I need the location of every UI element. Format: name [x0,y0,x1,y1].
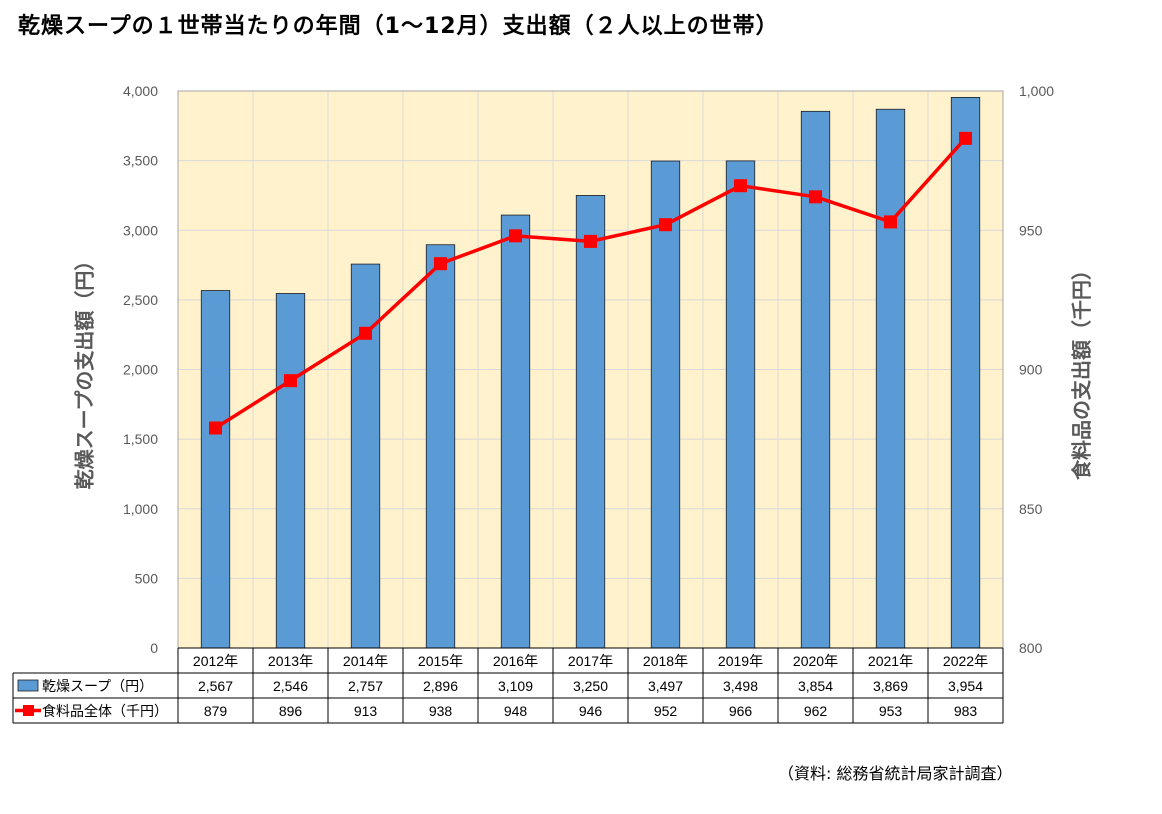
bar [725,160,756,649]
bar-series [200,97,981,649]
category-label: 2016年 [493,653,538,669]
table-value: 2,757 [348,678,383,694]
left-tick-label: 0 [150,640,158,656]
category-label: 2014年 [343,653,388,669]
data-table: 2012年 2013年 2014年 2015年 2016年 2017年 2018年 2019年… [12,647,1004,724]
line-point [884,215,897,229]
legend-key-marker [23,705,34,716]
left-tick-label: 500 [135,570,159,586]
bar [650,160,681,649]
line-point [584,234,597,248]
table-value: 952 [654,703,678,719]
left-tick-label: 1,500 [123,431,158,447]
right-tick-label: 1,000 [1019,83,1054,99]
left-tick-label: 4,000 [123,83,158,99]
category-label: 2015年 [418,653,463,669]
bar [950,97,981,649]
line-series [209,131,972,435]
right-tick-label: 800 [1019,640,1043,656]
line-point [734,179,747,193]
category-label: 2012年 [193,653,238,669]
left-tick-label: 3,000 [123,222,158,238]
table-value: 962 [804,703,828,719]
line-point [809,190,822,204]
table-value: 3,109 [498,678,533,694]
table-value: 953 [879,703,903,719]
category-label: 2018年 [643,653,688,669]
table-value: 879 [204,703,228,719]
table-value: 3,869 [873,678,908,694]
line-point [359,326,372,340]
right-axis-title: 食料品の支出額（千円） [1070,260,1094,480]
line-point [209,421,222,435]
bar [275,293,306,649]
line-point [509,229,522,243]
category-label: 2013年 [268,653,313,669]
category-label: 2017年 [568,653,613,669]
right-tick-label: 950 [1019,222,1043,238]
table-value: 3,954 [948,678,983,694]
table-value: 2,567 [198,678,233,694]
table-value: 938 [429,703,453,719]
bar [425,244,456,649]
bar [200,290,231,649]
left-tick-label: 2,000 [123,362,158,378]
legend-label-line: 食料品全体（千円） [42,703,168,719]
table-value: 896 [279,703,303,719]
line-point [959,131,972,145]
legend-label-bar: 乾燥スープ（円） [42,678,153,694]
table-value: 3,854 [798,678,833,694]
legend-key-bar [17,679,39,692]
category-label: 2022年 [943,653,988,669]
category-label: 2019年 [718,653,763,669]
line-point [284,374,297,388]
table-value: 983 [954,703,978,719]
bar [875,108,906,649]
line-point [659,218,672,232]
right-axis-ticks: 800 850 900 950 1,000 [1019,83,1054,656]
category-label: 2020年 [793,653,838,669]
line-point [434,257,447,271]
source-note: （資料: 総務省統計局家計調査） [778,764,1013,783]
table-value: 948 [504,703,528,719]
chart-title: 乾燥スープの１世帯当たりの年間（1～12月）支出額（２人以上の世帯） [18,14,779,39]
left-axis-title: 乾燥スープの支出額（円） [73,251,97,490]
table-value: 3,250 [573,678,608,694]
table-value: 966 [729,703,753,719]
left-axis-ticks: 0 500 1,000 1,500 2,000 2,500 3,000 3,500 4,000 [123,83,158,656]
left-tick-label: 2,500 [123,292,158,308]
right-tick-label: 900 [1019,362,1043,378]
table-value: 913 [354,703,378,719]
table-value: 3,498 [723,678,758,694]
table-value: 2,546 [273,678,308,694]
table-value: 946 [579,703,603,719]
left-tick-label: 3,500 [123,153,158,169]
left-tick-label: 1,000 [123,501,158,517]
bar [500,214,531,649]
bar [575,195,606,649]
table-value: 2,896 [423,678,458,694]
right-tick-label: 850 [1019,501,1043,517]
table-value: 3,497 [648,678,683,694]
category-label: 2021年 [868,653,913,669]
